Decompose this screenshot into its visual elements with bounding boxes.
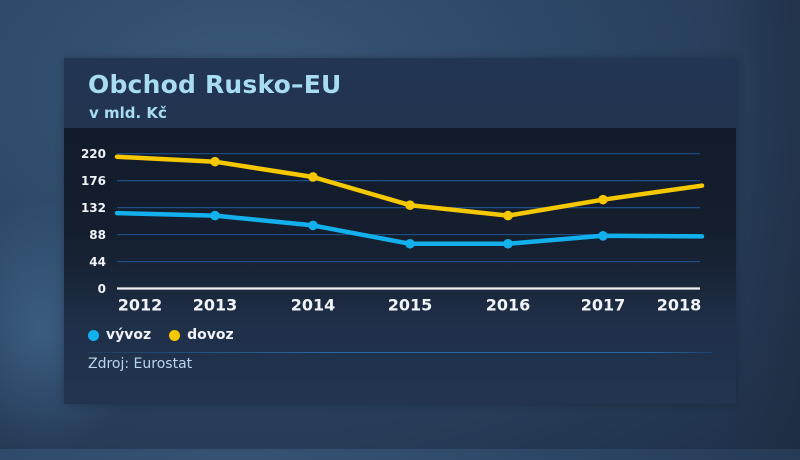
y-tick-label: 132 <box>81 201 106 215</box>
legend-dot-icon <box>88 329 99 341</box>
data-point-marker <box>308 172 318 182</box>
legend-dot-icon <box>169 329 181 341</box>
legend: vývoz dovoz <box>88 327 252 343</box>
chart-panel: Obchod Rusko–EU v mld. Kč 0 44 88 132 176 220… <box>64 58 736 404</box>
legend-item-dovoz: dovoz <box>169 327 234 343</box>
y-tick-label: 176 <box>81 174 106 188</box>
data-point-marker <box>210 210 220 221</box>
x-tick-label: 2012 <box>118 296 163 315</box>
source-note: Zdroj: Eurostat <box>88 356 193 372</box>
data-point-marker <box>598 231 608 241</box>
data-point-marker <box>308 220 318 231</box>
divider <box>88 352 712 353</box>
data-point-marker <box>598 194 608 205</box>
data-point-marker <box>405 238 415 249</box>
data-point-marker <box>503 210 513 221</box>
line-chart: 0 44 88 132 176 220 2012 2013 2014 2015 2016 2017 20… <box>81 147 705 315</box>
data-point-marker <box>210 156 220 167</box>
x-tick-label: 2017 <box>581 296 626 315</box>
y-tick-label: 220 <box>81 147 106 161</box>
legend-label: vývoz <box>106 327 152 343</box>
chart-title: Obchod Rusko–EU <box>88 70 342 99</box>
x-tick-label: 2016 <box>486 296 531 315</box>
x-tick-label: 2014 <box>291 296 336 315</box>
y-tick-label: 44 <box>89 255 106 269</box>
legend-label: dovoz <box>187 327 234 343</box>
y-tick-label: 88 <box>89 228 106 242</box>
y-tick-label: 0 <box>98 282 106 296</box>
chart-subtitle: v mld. Kč <box>89 104 167 122</box>
x-tick-label: 2013 <box>193 296 238 315</box>
x-tick-label: 2018 <box>657 296 702 315</box>
data-point-marker <box>503 238 513 249</box>
x-tick-label: 2015 <box>388 296 433 315</box>
legend-item-vyvoz: vývoz <box>88 327 151 343</box>
data-point-marker <box>405 200 415 210</box>
